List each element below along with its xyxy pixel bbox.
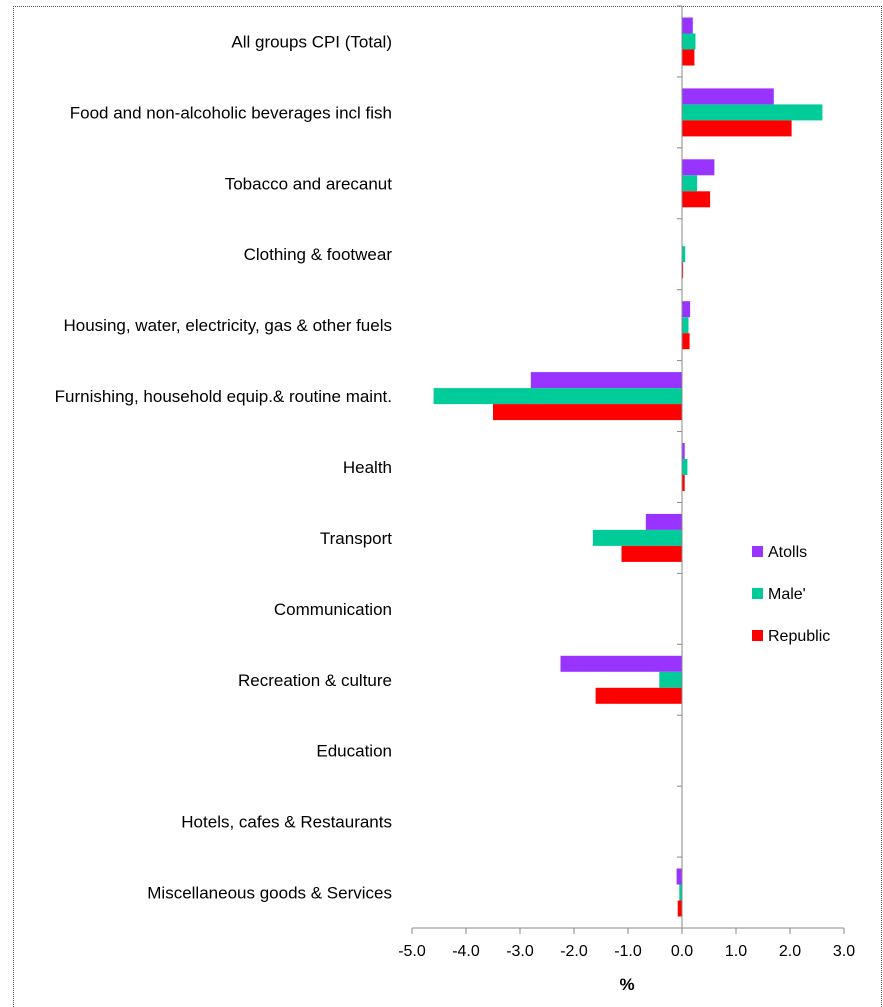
legend-label: Atolls: [768, 544, 807, 561]
category-label: Education: [316, 742, 392, 761]
bar-atolls-6: [682, 443, 685, 459]
category-label: Housing, water, electricity, gas & other…: [63, 316, 392, 335]
x-tick-label: 3.0: [833, 943, 855, 960]
bar-atolls-2: [682, 159, 715, 176]
x-tick-label: 0.0: [671, 943, 693, 960]
category-label: Communication: [274, 600, 392, 619]
bar-male-6: [682, 459, 688, 475]
x-tick-label: -2.0: [560, 943, 588, 960]
x-tick-label: 1.0: [725, 943, 747, 960]
axes-layer: [411, 5, 845, 934]
bar-male-0: [682, 33, 696, 50]
chart-frame: [13, 6, 882, 1007]
category-label: Clothing & footwear: [244, 245, 393, 264]
bar-republic-12: [677, 900, 682, 917]
x-tick-label: -5.0: [398, 943, 426, 960]
category-label: Miscellaneous goods & Services: [147, 884, 392, 903]
bar-male-2: [682, 175, 698, 192]
legend-swatch: [752, 546, 763, 557]
bar-atolls-9: [560, 655, 682, 672]
legend-label: Male': [768, 586, 806, 603]
bar-republic-6: [682, 475, 685, 491]
bars-layer: [433, 17, 823, 917]
bar-republic-5: [493, 404, 682, 421]
category-label: Hotels, cafes & Restaurants: [181, 813, 392, 832]
category-label: Furnishing, household equip.& routine ma…: [55, 387, 392, 406]
bar-republic-1: [682, 120, 792, 137]
category-label: Transport: [320, 529, 392, 548]
bar-male-1: [682, 104, 823, 121]
legend-swatch: [752, 630, 763, 641]
legend-swatch: [752, 588, 763, 599]
bar-republic-0: [682, 49, 695, 66]
bar-republic-9: [595, 687, 682, 704]
bar-male-3: [682, 246, 686, 263]
bar-republic-2: [682, 191, 711, 208]
bar-male-9: [659, 671, 682, 688]
x-tick-label: -1.0: [614, 943, 642, 960]
bar-atolls-1: [682, 88, 774, 105]
legend: Atolls Male' Republic: [752, 544, 830, 645]
category-label: Recreation & culture: [238, 671, 392, 690]
x-tick-label: -4.0: [452, 943, 480, 960]
category-label: Tobacco and arecanut: [225, 174, 393, 193]
x-axis-label: %: [619, 975, 634, 994]
x-tick-label: -3.0: [506, 943, 534, 960]
bar-male-12: [679, 884, 682, 901]
bar-republic-4: [682, 333, 690, 350]
bar-male-7: [592, 529, 682, 546]
x-tick-labels: -5.0 -4.0 -3.0 -2.0 -1.0 0.0 1.0 2.0 3.0: [398, 943, 855, 960]
bar-atolls-7: [645, 513, 682, 530]
category-label: Food and non-alcoholic beverages incl fi…: [70, 103, 392, 122]
bar-republic-7: [621, 545, 682, 562]
bar-republic-3: [682, 262, 684, 279]
category-labels: All groups CPI (Total) Food and non-alcoh…: [55, 33, 393, 903]
category-label: Health: [343, 458, 392, 477]
bar-male-5: [433, 388, 682, 405]
legend-label: Republic: [768, 628, 830, 645]
bar-atolls-12: [676, 868, 682, 885]
bar-atolls-4: [682, 301, 691, 318]
bar-atolls-5: [530, 372, 682, 389]
category-label: All groups CPI (Total): [231, 33, 392, 52]
x-tick-label: 2.0: [779, 943, 801, 960]
bar-atolls-0: [682, 17, 693, 34]
bar-male-4: [682, 317, 689, 334]
